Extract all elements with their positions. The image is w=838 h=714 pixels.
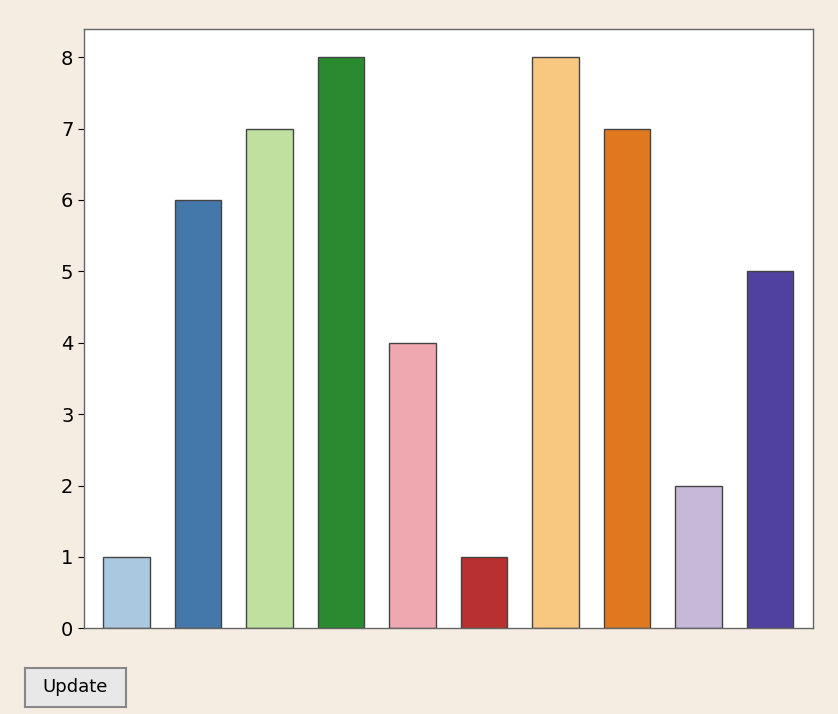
Bar [747,271,794,628]
Bar [675,486,722,628]
Bar [604,129,650,628]
Bar [532,57,579,628]
Bar [175,200,221,628]
Text: Update: Update [43,678,108,696]
Bar [318,57,365,628]
Bar [246,129,292,628]
Bar [461,557,507,628]
Bar [103,557,150,628]
Bar [390,343,436,628]
